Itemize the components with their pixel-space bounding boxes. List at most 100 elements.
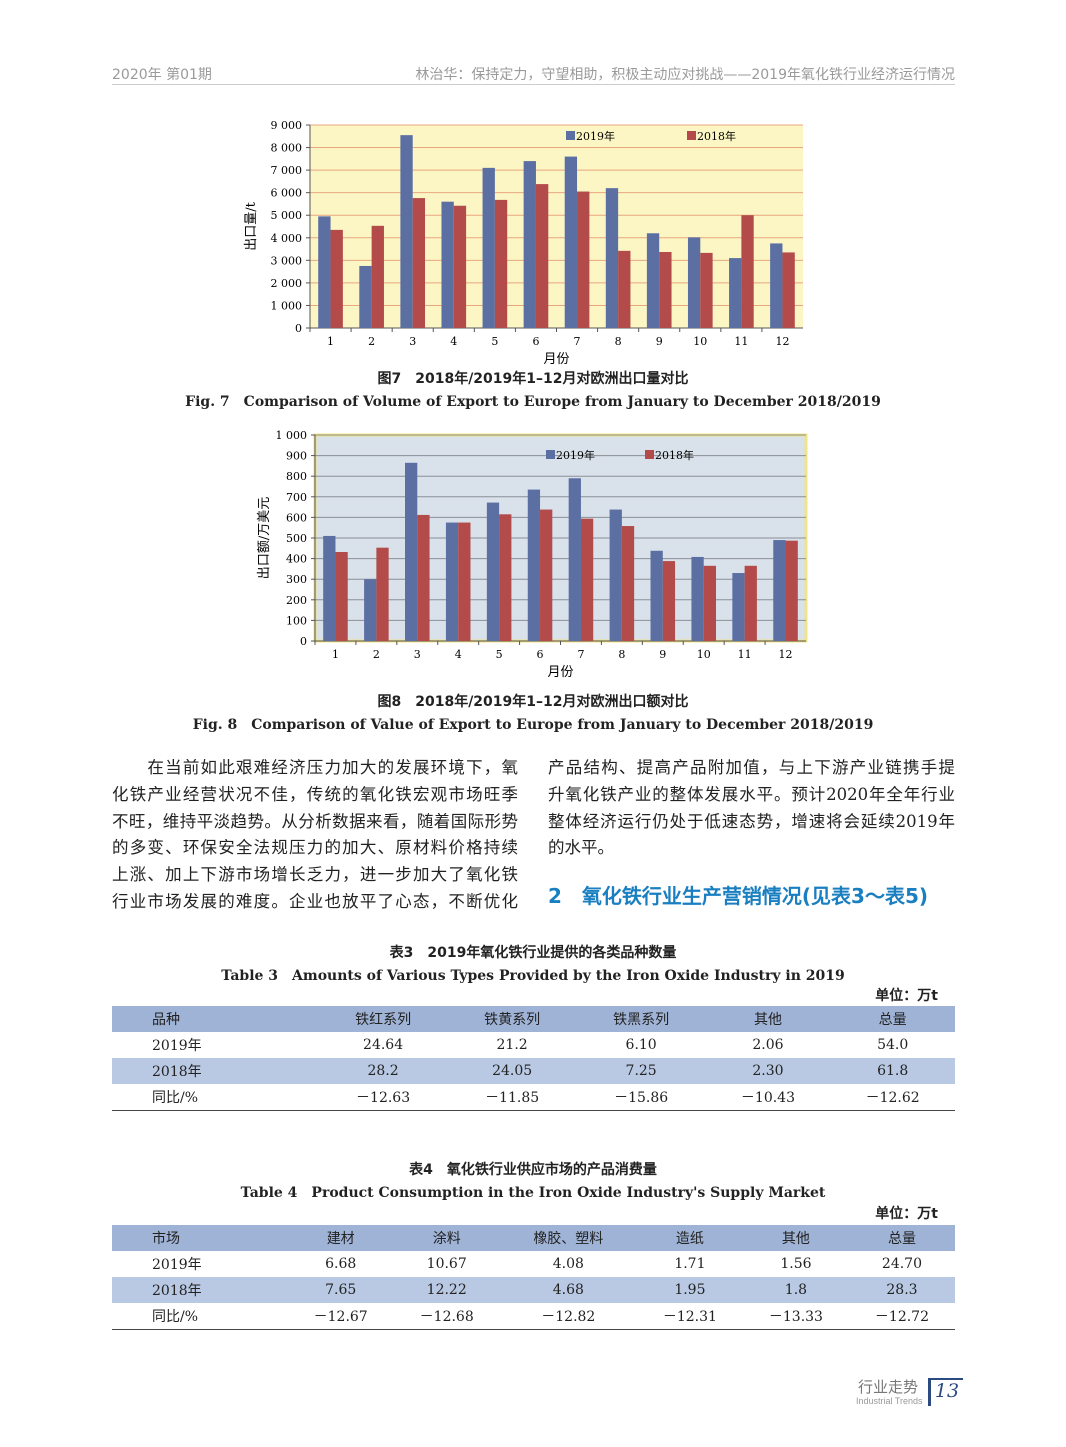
table-cell: 同比/% <box>112 1084 319 1111</box>
table-cell: 同比/% <box>112 1303 288 1330</box>
column-header: 橡胶、塑料 <box>499 1225 637 1251</box>
y-tick-label: 1 000 <box>276 429 308 442</box>
bar-2019-month-1 <box>323 535 336 641</box>
page-number: 13 <box>928 1378 963 1406</box>
table-cell: －11.85 <box>447 1084 577 1111</box>
plot-area <box>310 125 803 328</box>
bar-2018-month-7 <box>577 191 590 328</box>
table4-unit: 单位：万t <box>875 1206 938 1222</box>
table-cell: －15.86 <box>576 1084 706 1111</box>
table-cell: 1.95 <box>636 1277 743 1303</box>
table-cell: 24.05 <box>447 1058 577 1084</box>
y-tick-label: 5 000 <box>271 209 303 222</box>
y-axis-label: 出口额/万美元 <box>257 497 272 579</box>
bar-2019-month-10 <box>687 237 701 328</box>
x-tick-label: 1 <box>332 648 339 661</box>
y-tick-label: 6 000 <box>271 187 303 200</box>
bar-2019-month-6 <box>523 161 536 328</box>
table3: 品种 铁红系列 铁黄系列 铁黑系列 其他 总量 2019年 24.64 21.2 6.10 2.06… <box>112 1006 955 1111</box>
table-cell: 6.10 <box>625 1037 657 1053</box>
table-cell: 28.2 <box>318 1058 448 1084</box>
body-line: 化铁产业经营状况不佳，传统的氧化铁宏观市场旺季 <box>112 784 518 804</box>
bar-2018-month-8 <box>618 250 631 328</box>
bar-2019-month-11 <box>729 258 742 328</box>
body-line: 不旺，维持平淡趋势。从分析数据来看，随着国际形势 <box>112 811 518 831</box>
bar-2018-month-10 <box>700 252 713 328</box>
table-cell: －12.68 <box>393 1303 500 1330</box>
x-tick-label: 3 <box>409 335 416 348</box>
table-cell: 2018年 <box>112 1277 288 1303</box>
table-cell: 1.8 <box>742 1277 849 1303</box>
x-tick-label: 8 <box>615 335 622 348</box>
legend-swatch <box>645 450 654 459</box>
fig8-caption-zh: 图8 2018年/2019年1–12月对欧洲出口额对比 <box>377 694 689 710</box>
bar-2018-month-5 <box>499 514 512 641</box>
y-tick-label: 800 <box>286 470 307 483</box>
table-header-row: 品种 铁红系列 铁黄系列 铁黑系列 其他 总量 <box>112 1006 955 1032</box>
table-cell: 12.22 <box>393 1277 500 1303</box>
export-volume-chart: 0 1 000 2 000 3 000 4 000 5 000 6 000 7 000 8 00… <box>244 119 803 367</box>
legend-label: 2019年 <box>556 448 595 462</box>
bar-2018-month-8 <box>621 526 635 641</box>
table-cell: 7.25 <box>576 1058 706 1084</box>
bar-2019-month-1 <box>318 216 331 328</box>
table-cell: 24.70 <box>881 1256 923 1272</box>
y-tick-label: 500 <box>286 532 307 545</box>
legend-swatch <box>566 131 575 140</box>
table-cell: 2.30 <box>705 1058 831 1084</box>
table4-title-en: Table 4 Product Consumption in the Iron … <box>240 1185 826 1201</box>
table3-unit: 单位：万t <box>875 988 938 1004</box>
x-tick-label: 9 <box>659 648 666 661</box>
table-cell: 10.67 <box>426 1256 467 1272</box>
x-axis-label: 月份 <box>543 352 569 367</box>
bar-2018-month-2 <box>371 225 384 328</box>
y-tick-label: 0 <box>295 322 302 335</box>
y-tick-label: 4 000 <box>271 232 303 245</box>
y-tick-label: 900 <box>286 450 307 463</box>
column-header: 总量 <box>848 1225 955 1251</box>
y-tick-label: 2 000 <box>271 277 303 290</box>
y-tick-label: 300 <box>286 573 307 586</box>
bar-2018-month-3 <box>412 198 426 328</box>
bar-2018-month-4 <box>458 522 471 641</box>
bar-2018-month-11 <box>744 565 757 641</box>
table-cell: －12.67 <box>287 1303 394 1330</box>
y-tick-label: 7 000 <box>271 164 303 177</box>
x-tick-label: 4 <box>455 648 462 661</box>
bar-2018-month-5 <box>494 199 508 328</box>
column-header: 涂料 <box>393 1225 500 1251</box>
x-tick-label: 5 <box>496 648 503 661</box>
bar-2019-month-11 <box>732 573 745 641</box>
x-tick-label: 9 <box>656 335 663 348</box>
y-tick-label: 700 <box>286 491 307 504</box>
y-tick-label: 600 <box>286 511 307 524</box>
table-cell: －12.63 <box>318 1084 448 1111</box>
table-cell: －13.33 <box>742 1303 849 1330</box>
table-row: 2019年 24.64 21.2 6.10 2.06 54.0 <box>112 1032 955 1058</box>
bar-2019-month-5 <box>486 502 500 641</box>
table-header-row: 市场 建材 涂料 橡胶、塑料 造纸 其他 总量 <box>112 1225 955 1251</box>
column-header: 建材 <box>287 1225 394 1251</box>
legend-swatch <box>546 450 555 459</box>
column-header: 其他 <box>742 1225 849 1251</box>
table-cell: 61.8 <box>830 1058 955 1084</box>
body-line: 行业市场发展的难度。企业也放平了心态，不断优化 <box>112 891 518 911</box>
bar-2018-month-12 <box>785 540 798 641</box>
table-cell: －10.43 <box>705 1084 831 1111</box>
table-cell: 4.68 <box>499 1277 637 1303</box>
y-axis-label: 出口量/t <box>244 201 259 250</box>
y-tick-label: 9 000 <box>271 119 303 132</box>
x-tick-label: 6 <box>537 648 544 661</box>
fig8-caption-en: Fig. 8 Comparison of Value of Export to … <box>192 717 874 733</box>
table-cell: －12.31 <box>636 1303 743 1330</box>
legend-label: 2018年 <box>697 129 736 143</box>
table-cell: 28.3 <box>848 1277 955 1303</box>
x-tick-label: 8 <box>618 648 625 661</box>
column-header: 品种 <box>112 1006 319 1032</box>
footer-section-en: Industrial Trends <box>856 1396 923 1406</box>
fig7-caption-en: Fig. 7 Comparison of Volume of Export to… <box>185 394 881 410</box>
column-header: 铁红系列 <box>318 1006 448 1032</box>
y-tick-label: 400 <box>286 553 307 566</box>
bar-2018-month-2 <box>376 547 389 641</box>
x-tick-label: 1 <box>327 335 334 348</box>
